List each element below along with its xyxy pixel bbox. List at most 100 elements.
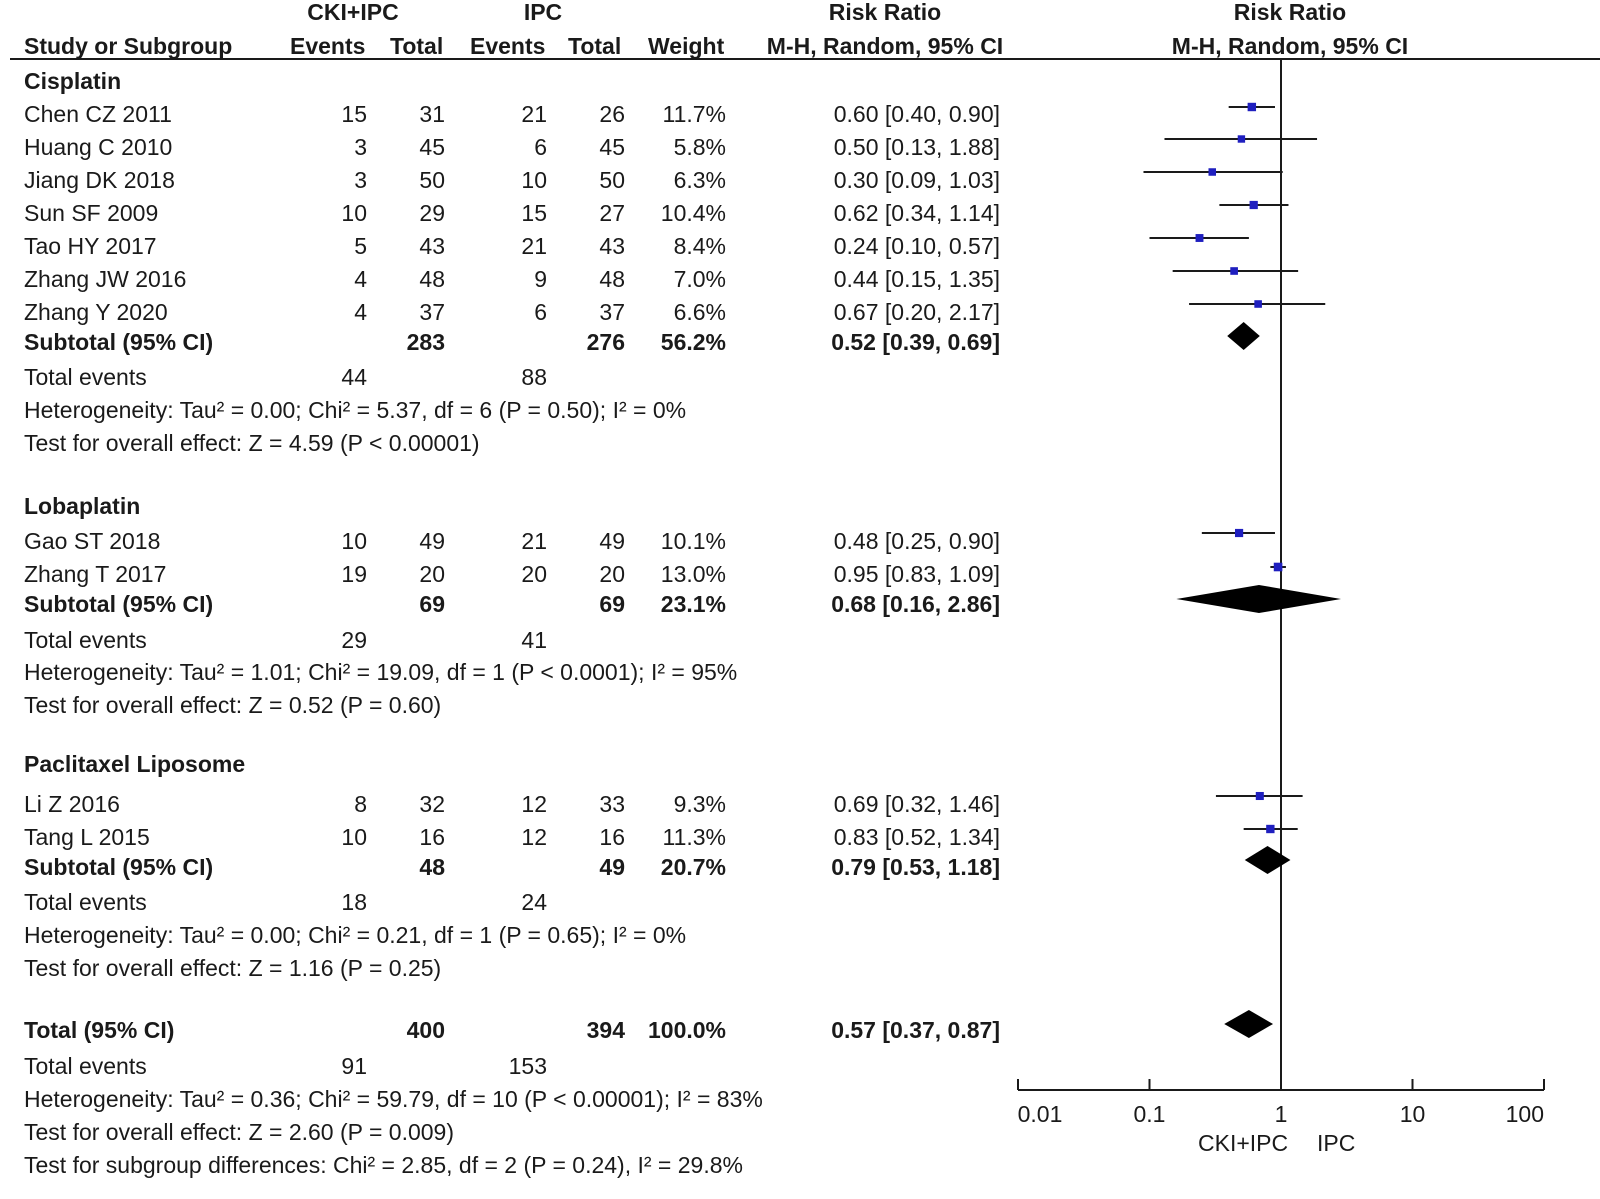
events1-value: 8	[354, 791, 367, 817]
weight-value: 8.4%	[673, 233, 726, 259]
study-point	[1195, 234, 1204, 242]
study-label: Li Z 2016	[24, 791, 120, 817]
events2-value: 20	[521, 561, 547, 587]
total1-value: 32	[419, 791, 445, 817]
group2-header: IPC	[523, 0, 563, 25]
group1-header: CKI+IPC	[307, 0, 399, 25]
study-point	[1249, 200, 1258, 210]
ci-value: 0.44 [0.15, 1.35]	[833, 266, 1000, 292]
total1-value: 20	[419, 561, 445, 587]
subtotal-weight: 20.7%	[660, 854, 726, 880]
heterogeneity-text: Heterogeneity: Tau² = 0.00; Chi² = 0.21,…	[24, 922, 687, 948]
study-label: Jiang DK 2018	[24, 167, 175, 193]
study-label: Zhang T 2017	[24, 561, 167, 587]
study-point	[1208, 168, 1216, 176]
events2-value: 12	[521, 824, 547, 850]
study-label: Tang L 2015	[24, 824, 150, 850]
favours-left-label: CKI+IPC	[1198, 1130, 1289, 1156]
subtotal-total1: 283	[406, 329, 445, 355]
weight-value: 11.3%	[662, 824, 726, 850]
total1-value: 29	[419, 200, 445, 226]
events2-value: 21	[521, 101, 547, 127]
subgroup-title-paclitaxel: Paclitaxel Liposome	[24, 751, 246, 777]
x-tick-label: 100	[1506, 1101, 1544, 1127]
overall-effect-text: Test for overall effect: Z = 0.52 (P = 0…	[24, 692, 442, 718]
events2-value: 6	[534, 134, 547, 160]
total2-header: Total	[568, 33, 622, 59]
events2-value: 10	[521, 167, 547, 193]
subtotal-label: Subtotal (95% CI)	[24, 854, 214, 880]
events1-value: 10	[341, 528, 367, 554]
events2-value: 12	[521, 791, 547, 817]
x-tick-label: 10	[1400, 1101, 1426, 1127]
events2-value: 21	[521, 528, 547, 554]
subtotal-total2: 69	[599, 591, 625, 617]
events2-value: 21	[521, 233, 547, 259]
favours-right-label: IPC	[1317, 1130, 1356, 1156]
subtotal-label: Subtotal (95% CI)	[24, 591, 214, 617]
study-point	[1237, 135, 1246, 143]
events1-value: 4	[354, 299, 367, 325]
total-label: Total (95% CI)	[24, 1017, 175, 1043]
total-events1: 44	[341, 364, 367, 390]
header-divider	[10, 58, 1600, 60]
ci-value: 0.30 [0.09, 1.03]	[833, 167, 1000, 193]
ci-value: 0.67 [0.20, 2.17]	[833, 299, 1000, 325]
weight-value: 13.0%	[660, 561, 726, 587]
weight-value: 6.3%	[673, 167, 726, 193]
weight-value: 7.0%	[673, 266, 726, 292]
weight-value: 6.6%	[673, 299, 726, 325]
weight-value: 9.3%	[673, 791, 726, 817]
events1-value: 3	[354, 167, 367, 193]
total1-value: 43	[419, 233, 445, 259]
subtotal-total1: 48	[419, 854, 445, 880]
study-point	[1266, 824, 1275, 834]
events2-value: 9	[534, 266, 547, 292]
events2-value: 6	[534, 299, 547, 325]
total-ci: 0.57 [0.37, 0.87]	[831, 1017, 1000, 1043]
total2-value: 26	[599, 101, 625, 127]
weight-value: 10.4%	[660, 200, 726, 226]
total-events2: 24	[521, 889, 547, 915]
total1-value: 50	[419, 167, 445, 193]
study-label: Gao ST 2018	[24, 528, 161, 554]
total2-value: 33	[599, 791, 625, 817]
risk-ratio-col-header: Risk Ratio	[828, 0, 942, 25]
study-point	[1254, 300, 1262, 308]
total-heterogeneity-text: Heterogeneity: Tau² = 0.36; Chi² = 59.79…	[24, 1086, 763, 1112]
pooled-diamond	[1224, 1010, 1274, 1038]
total-events-label: Total events	[24, 1053, 147, 1079]
total1-value: 49	[419, 528, 445, 554]
events2-header: Events	[470, 33, 546, 59]
heterogeneity-text: Heterogeneity: Tau² = 1.01; Chi² = 19.09…	[24, 659, 738, 685]
subgroup-title-cisplatin: Cisplatin	[24, 68, 122, 94]
subtotal-ci: 0.79 [0.53, 1.18]	[831, 854, 1000, 880]
study-point	[1234, 528, 1244, 538]
study-col-header: Study or Subgroup	[24, 33, 233, 59]
events1-value: 3	[354, 134, 367, 160]
subtotal-ci: 0.52 [0.39, 0.69]	[831, 329, 1000, 355]
subgroup-title-lobaplatin: Lobaplatin	[24, 493, 141, 519]
subtotal-ci: 0.68 [0.16, 2.86]	[831, 591, 1000, 617]
total1-value: 45	[419, 134, 445, 160]
overall-effect-text: Test for overall effect: Z = 1.16 (P = 0…	[24, 955, 442, 981]
total-events1: 29	[341, 627, 367, 653]
total-events-label: Total events	[24, 627, 147, 653]
study-point	[1273, 562, 1283, 572]
method-col-header: M-H, Random, 95% CI	[766, 33, 1004, 59]
subtotal-total1: 69	[419, 591, 445, 617]
total-total2: 394	[586, 1017, 625, 1043]
ci-value: 0.95 [0.83, 1.09]	[833, 561, 1000, 587]
study-point	[1230, 267, 1238, 275]
total1-header: Total	[390, 33, 444, 59]
x-tick-label: 0.1	[1134, 1101, 1166, 1127]
ci-value: 0.48 [0.25, 0.90]	[833, 528, 1000, 554]
total-events2: 153	[508, 1053, 547, 1079]
subtotal-weight: 56.2%	[660, 329, 726, 355]
pooled-diamond	[1244, 846, 1291, 874]
events1-value: 10	[341, 200, 367, 226]
events1-value: 4	[354, 266, 367, 292]
ci-value: 0.83 [0.52, 1.34]	[833, 824, 1000, 850]
total2-value: 20	[599, 561, 625, 587]
